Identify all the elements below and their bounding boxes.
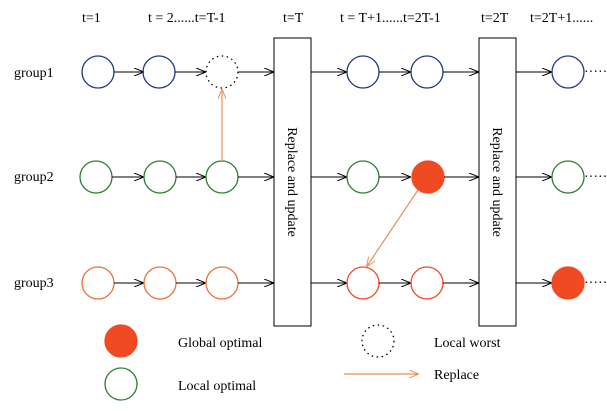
group3-node-t2T-1 [410,266,444,300]
group1-ellipsis: ······· [584,65,607,80]
group3-node-global-optimal [551,266,585,300]
group2-node-tT1 [346,160,380,194]
group1-node-t2T1 [551,55,585,89]
group3-node-t1 [81,266,115,300]
group3-row: ······· [81,266,607,300]
local-worst-icon [361,324,395,358]
group2-node-t2T1 [551,160,585,194]
time-label-tT: t=T [283,11,304,26]
replace-update-box-1-label: Replace and update [284,127,299,237]
time-label-tT1: t = T+1......t=2T-1 [340,11,441,26]
group1-row: ······· [81,55,607,89]
time-label-t2T1: t=2T+1...... [530,11,593,26]
time-label-t1: t=1 [82,11,101,26]
time-label-t2: t = 2......t=T-1 [148,11,226,26]
group2-node-t1 [79,160,113,194]
group1-node-local-worst [205,55,239,89]
group1-label: group1 [14,66,54,81]
group3-node-t2 [143,266,177,300]
group2-row: ······· [79,160,607,194]
group3-node-tT-1 [205,266,239,300]
group2-label: group2 [14,170,54,185]
group3-node-replaced [346,266,380,300]
replace-update-box-1 [273,37,312,327]
group1-node-tT1 [346,55,380,89]
legend-replace-label: Replace [434,368,479,383]
replace-arrow-group2-to-group3 [367,189,419,266]
replace-update-box-2-label: Replace and update [489,127,504,237]
group2-node-local-optimal [205,160,239,194]
global-optimal-icon [104,324,138,358]
legend-local-optimal-label: Local optimal [178,379,256,394]
group2-ellipsis: ······· [584,170,607,185]
group3-label: group3 [14,276,54,291]
group2-node-global-optimal [411,160,445,194]
local-optimal-icon [104,367,138,401]
group1-node-t2 [142,55,176,89]
legend: Global optimal Local optimal Local worst… [104,324,501,401]
group3-ellipsis: ······· [584,276,607,291]
legend-global-optimal-label: Global optimal [178,336,262,351]
legend-local-worst-label: Local worst [434,336,501,351]
group2-node-t2 [143,160,177,194]
group1-node-t1 [81,55,115,89]
replace-update-box-2 [478,37,517,327]
group1-node-t2T-1 [410,55,444,89]
time-label-t2T: t=2T [481,11,509,26]
